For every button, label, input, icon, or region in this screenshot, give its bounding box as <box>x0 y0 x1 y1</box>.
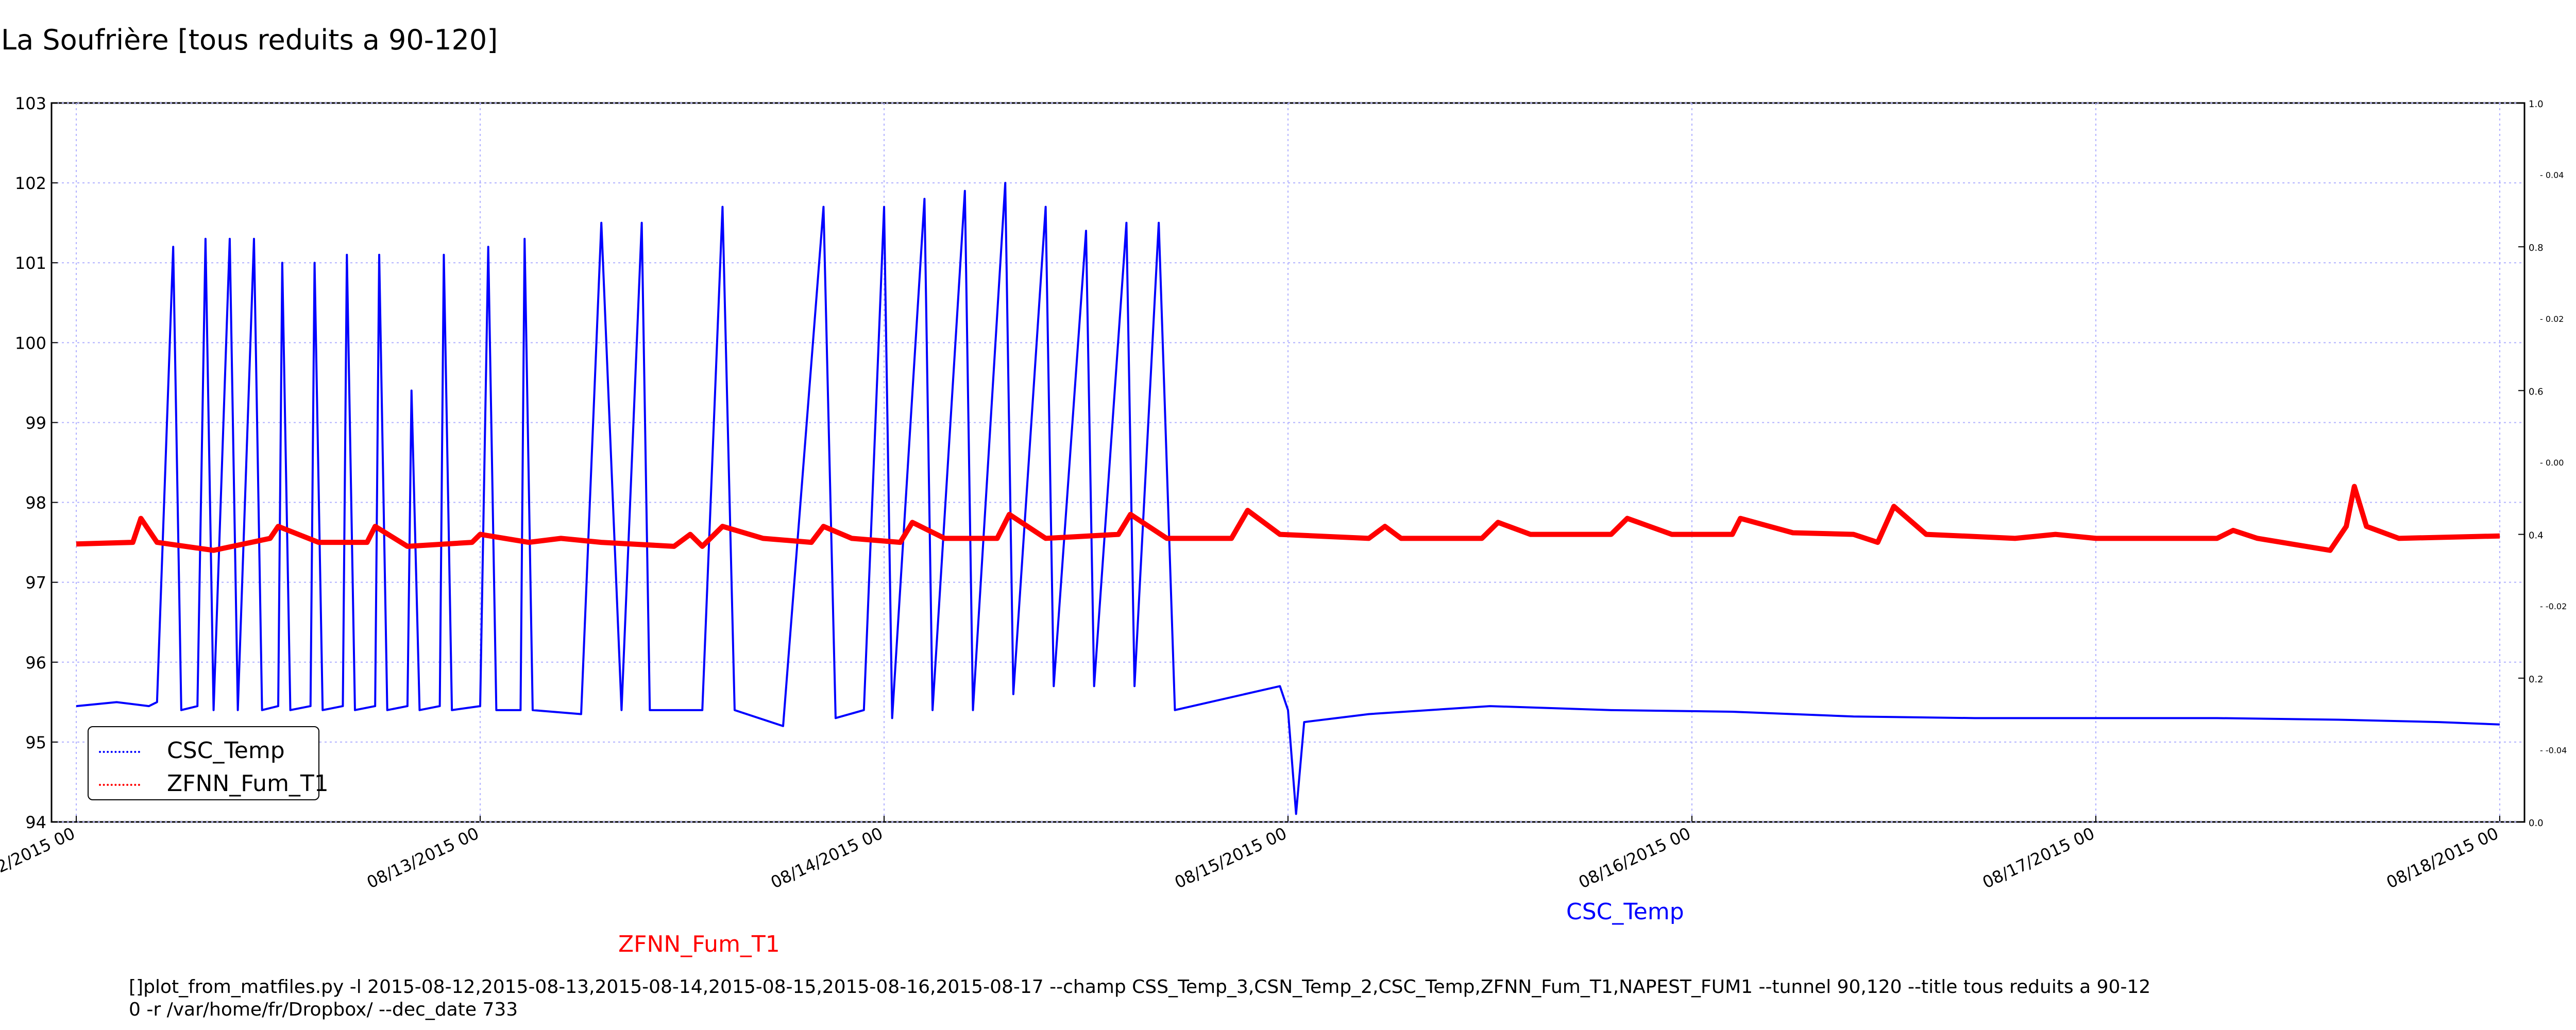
series-line-csc_temp <box>76 182 2500 815</box>
x-tick-label: 08/16/2015 00 <box>1575 823 1693 892</box>
y-tick-label: 95 <box>25 733 46 752</box>
y-tick-label: 97 <box>25 573 46 593</box>
y-tick-label: 102 <box>15 174 46 193</box>
right-minor-tick-label: - 0.02 <box>2540 314 2564 324</box>
legend-swatch-csc <box>99 751 140 753</box>
right-minor-tick-label: - -0.02 <box>2540 602 2567 611</box>
right-minor-tick-label: - -0.04 <box>2540 745 2567 755</box>
series-label-zfnn: ZFNN_Fum_T1 <box>618 931 780 957</box>
legend-label-zfnn: ZFNN_Fum_T1 <box>167 770 329 797</box>
y-tick-label: 98 <box>25 493 46 513</box>
right-tick-label: 0.0 <box>2529 818 2544 829</box>
series-line-zfnn_fum_t1 <box>76 484 2500 553</box>
series-label-csc: CSC_Temp <box>1566 899 1684 925</box>
command-line-1: []plot_from_matfiles.py -l 2015-08-12,20… <box>129 976 2151 998</box>
legend-label-csc: CSC_Temp <box>167 737 285 764</box>
chart-title: La Soufrière [tous reduits a 90-120] <box>1 24 498 56</box>
right-tick-label: 0.8 <box>2529 243 2544 253</box>
command-line-2: 0 -r /var/home/fr/Dropbox/ --dec_date 73… <box>129 999 518 1020</box>
x-tick-label: 08/17/2015 00 <box>1979 823 2097 892</box>
y-tick-label: 101 <box>15 253 46 273</box>
right-tick-label: 1.0 <box>2529 99 2544 110</box>
legend-item-csc: CSC_Temp <box>99 737 310 766</box>
legend: CSC_Temp ZFNN_Fum_T1 <box>88 726 329 800</box>
right-minor-tick-label: - 0.04 <box>2540 170 2564 180</box>
legend-swatch-zfnn <box>99 784 140 786</box>
y-tick-label: 96 <box>25 653 46 673</box>
right-tick-label: 0.2 <box>2529 674 2544 685</box>
right-minor-tick-label: - 0.00 <box>2540 458 2564 468</box>
right-tick-label: 0.6 <box>2529 386 2544 397</box>
x-tick-label: 08/13/2015 00 <box>364 823 482 892</box>
right-tick-label: 0.4 <box>2529 530 2544 541</box>
y-tick-label: 94 <box>25 813 46 832</box>
y-tick-label: 99 <box>25 413 46 433</box>
command-line: []plot_from_matfiles.py -l 2015-08-12,20… <box>129 976 2150 1021</box>
x-tick-label: 08/12/2015 00 <box>0 823 78 892</box>
legend-item-zfnn: ZFNN_Fum_T1 <box>99 770 329 799</box>
x-tick-label: 08/18/2015 00 <box>2383 823 2501 892</box>
y-tick-label: 100 <box>15 333 46 353</box>
y-tick-label: 103 <box>15 94 46 113</box>
x-tick-label: 08/14/2015 00 <box>768 823 886 892</box>
x-tick-label: 08/15/2015 00 <box>1172 823 1290 892</box>
